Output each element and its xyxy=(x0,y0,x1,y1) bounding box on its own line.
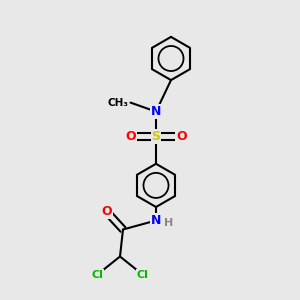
Text: CH₃: CH₃ xyxy=(107,98,128,108)
Text: Cl: Cl xyxy=(92,269,104,280)
Text: N: N xyxy=(151,214,161,227)
Text: O: O xyxy=(101,205,112,218)
Text: Cl: Cl xyxy=(136,269,148,280)
Text: H: H xyxy=(164,218,173,228)
Text: O: O xyxy=(125,130,136,143)
Text: S: S xyxy=(152,130,160,143)
Text: N: N xyxy=(151,105,161,118)
Text: O: O xyxy=(176,130,187,143)
